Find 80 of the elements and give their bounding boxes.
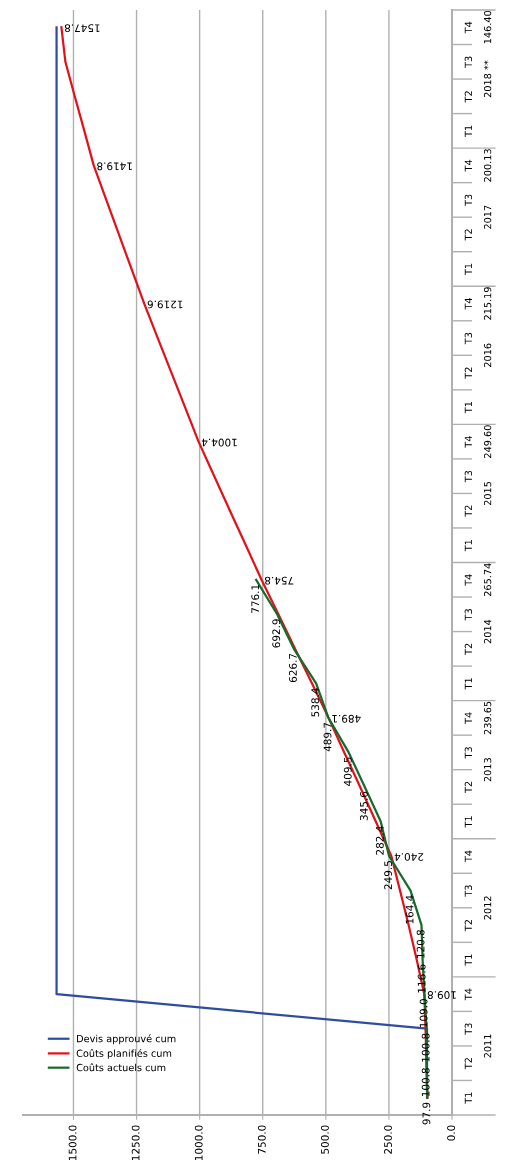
data-label: 1419.8: [97, 162, 132, 171]
y-tick-label: T3: [464, 470, 473, 483]
y-tick-label: T1: [464, 1092, 472, 1104]
text: 200.13: [483, 149, 492, 182]
text: 215.19: [483, 287, 492, 320]
data-label: 100.8: [421, 1033, 430, 1062]
text: 265.74: [483, 563, 492, 597]
x-tick-label: 750.0: [257, 1125, 266, 1154]
x-tick-label: 500.0: [320, 1125, 329, 1154]
data-label: 1004.4: [201, 438, 237, 447]
text: 2011: [483, 1034, 492, 1058]
data-label: 409.5: [343, 757, 352, 786]
y-tick-label: T3: [464, 747, 473, 759]
y-tick-label: T4: [464, 712, 472, 724]
y-tick-label: T1: [464, 954, 472, 966]
x-tick-label: 1250.0: [131, 1125, 140, 1161]
y-tick-label: T2: [464, 643, 472, 655]
y-tick-label: T4: [464, 574, 472, 586]
y-tick-label: T1: [464, 540, 472, 552]
data-label: 240.4: [394, 852, 424, 861]
text: 2012: [483, 896, 492, 920]
data-label: 626.7: [288, 653, 297, 683]
y-tick-label: T4: [464, 850, 472, 863]
x-tick-label: 1500.0: [68, 1125, 77, 1161]
y-tick-label: T3: [464, 1023, 473, 1035]
text: 146.40: [483, 10, 492, 44]
text: 239.65: [483, 701, 492, 735]
data-label: 489.1: [332, 714, 361, 723]
y-tick-label: T2: [464, 91, 472, 103]
legend-label: Devis approuvé cum: [77, 1034, 176, 1045]
data-label: 489.7: [323, 722, 332, 752]
y-tick-label: T3: [464, 56, 473, 68]
data-label: 109.8: [427, 991, 456, 999]
data-label: 345.6: [359, 791, 368, 821]
text: 249.60: [483, 425, 492, 458]
y-tick-label: T2: [464, 505, 472, 517]
y-tick-label: T2: [464, 1058, 472, 1070]
data-label: 116.6: [417, 964, 426, 993]
data-label: 109.0: [419, 999, 428, 1027]
data-label: 249.5: [384, 861, 393, 890]
data-label: 164.4: [405, 895, 414, 924]
y-tick-label: T4: [464, 21, 472, 34]
y-tick-label: T4: [464, 436, 472, 448]
data-label: 1219.6: [147, 300, 183, 309]
data-label: 97.9: [422, 1102, 431, 1125]
data-label: 538.4: [311, 688, 320, 717]
data-label: 692.9: [272, 619, 281, 648]
text: 2016: [483, 343, 492, 367]
text: 2014: [483, 619, 492, 644]
text: 2017: [483, 205, 492, 229]
text: 2013: [483, 758, 492, 782]
y-tick-label: T3: [464, 332, 473, 345]
data-label: 120.8: [416, 929, 425, 958]
y-tick-label: T3: [464, 609, 473, 621]
x-tick-label: 0.0: [447, 1125, 456, 1141]
y-tick-label: T1: [464, 125, 472, 137]
data-label: 754.8: [265, 576, 294, 585]
data-label: 776.1: [251, 584, 260, 613]
y-tick-label: T4: [464, 988, 472, 1001]
y-tick-label: T4: [464, 159, 472, 172]
y-tick-label: T2: [464, 781, 472, 794]
text: 2015: [483, 481, 492, 506]
x-tick-label: 1000.0: [194, 1125, 203, 1161]
y-tick-label: T1: [464, 401, 472, 414]
legend-label: Coûts planifiés cum: [76, 1049, 172, 1059]
legend-label: Coûts actuels cum: [76, 1063, 166, 1072]
y-tick-label: T3: [464, 885, 473, 897]
text: 2018 **: [483, 60, 492, 98]
y-tick-label: T2: [464, 229, 472, 241]
y-tick-label: T3: [464, 194, 473, 207]
y-tick-label: T2: [464, 919, 472, 932]
data-label: 1547.8: [64, 24, 100, 33]
y-tick-label: T2: [464, 367, 472, 379]
x-tick-label: 250.0: [384, 1125, 392, 1154]
y-tick-label: T1: [464, 263, 472, 276]
y-tick-label: T1: [464, 816, 472, 828]
y-tick-label: T4: [464, 298, 472, 310]
data-label: 282.4: [375, 826, 384, 855]
data-label: 100.8: [421, 1068, 430, 1097]
y-tick-label: T1: [464, 678, 472, 690]
